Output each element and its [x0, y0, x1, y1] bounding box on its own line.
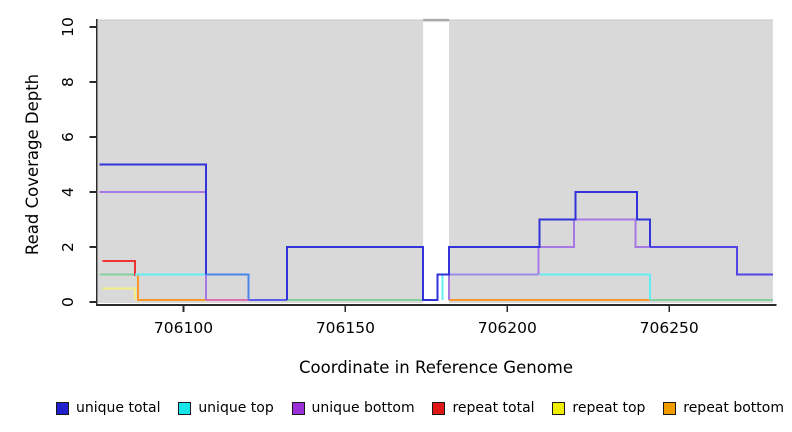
plot-panel-region-0 [97, 20, 424, 303]
legend-swatch-unique-bottom [291, 401, 305, 415]
gap-top-cap [423, 18, 450, 22]
y-tick-label-2: 2 [59, 242, 77, 252]
coverage-line-red-7 [102, 259, 136, 276]
legend-swatch-repeat-bottom [663, 401, 677, 415]
x-tick-label-706150: 706150 [316, 319, 375, 337]
legend-item-unique-top: unique top [178, 400, 274, 416]
y-tick-label-6: 6 [59, 132, 77, 142]
legend-item-repeat-total: repeat total [432, 400, 535, 416]
legend-item-repeat-top: repeat top [552, 400, 645, 416]
x-tick-label-706100: 706100 [154, 319, 213, 337]
legend-swatch-repeat-total [432, 401, 446, 415]
legend-label-repeat-top: repeat top [572, 400, 646, 416]
y-tick-label-4: 4 [59, 187, 77, 197]
x-tick-label-706250: 706250 [640, 319, 699, 337]
legend-label-unique-top: unique top [198, 400, 274, 416]
legend-label-repeat-bottom: repeat bottom [683, 400, 784, 416]
x-tick-label-706200: 706200 [478, 319, 537, 337]
coverage-line-yellow-8 [102, 287, 136, 301]
legend-swatch-unique-total [56, 401, 69, 415]
legend-item-unique-bottom: unique bottom [291, 400, 415, 416]
legend-swatch-unique-top [178, 401, 192, 415]
y-tick-label-8: 8 [59, 77, 77, 87]
legend-item-unique-total: unique total [56, 400, 160, 416]
legend-item-repeat-bottom: repeat bottom [663, 400, 784, 416]
coverage-line-cyan-17 [539, 273, 651, 301]
legend-swatch-repeat-top [552, 401, 566, 415]
legend: unique total unique top unique bottom repea… [56, 396, 784, 420]
y-axis-title: Read Coverage Depth [23, 74, 42, 255]
y-tick-label-0: 0 [59, 297, 77, 307]
coverage-line-blue-11 [99, 163, 208, 275]
legend-label-unique-total: unique total [76, 400, 161, 416]
legend-label-repeat-total: repeat total [452, 400, 535, 416]
y-tick-label-10: 10 [59, 17, 77, 37]
coverage-line-orange-2 [137, 274, 207, 302]
coverage-line-lightblue-12 [206, 273, 250, 301]
x-axis-title: Coordinate in Reference Genome [299, 358, 573, 377]
coverage-line-violet-19 [649, 246, 773, 276]
coverage-line-blue-18 [286, 191, 651, 302]
plot-panel-region-1 [449, 20, 773, 303]
legend-label-unique-bottom: unique bottom [311, 400, 415, 416]
